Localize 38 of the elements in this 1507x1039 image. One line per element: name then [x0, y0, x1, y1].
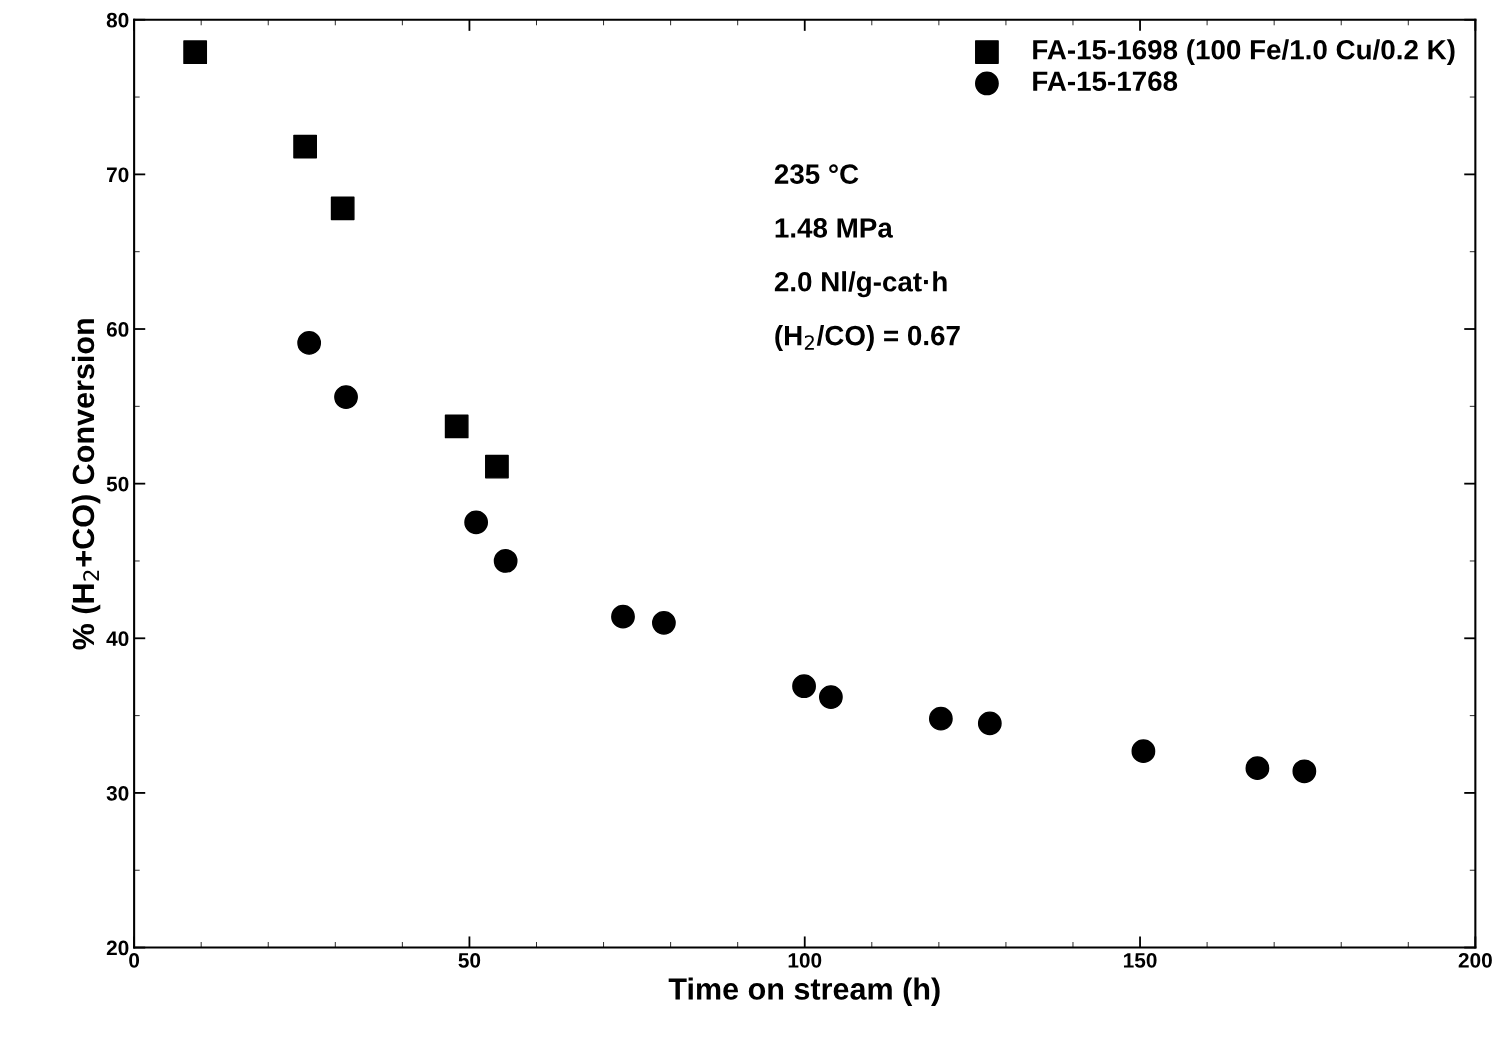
point — [330, 196, 355, 221]
point — [652, 610, 676, 635]
y-tick-label: 20 — [106, 940, 129, 956]
y-tick-label: 40 — [106, 631, 129, 647]
y-tick-label: 30 — [106, 785, 129, 801]
point — [928, 706, 953, 731]
x-tick-label: 200 — [1458, 952, 1492, 968]
annotation: (H$_{2}$/CO) = 0.67 — [775, 325, 960, 351]
point — [1292, 759, 1317, 784]
x-tick-label: 50 — [458, 952, 481, 968]
point — [334, 385, 358, 409]
y-tick-label: 50 — [106, 476, 129, 492]
y-tick-label: 80 — [106, 12, 129, 28]
point — [792, 674, 816, 699]
point — [493, 549, 518, 573]
point — [444, 414, 469, 439]
point — [183, 40, 208, 65]
annotation: 1.48 MPa — [775, 218, 893, 238]
y-axis-title: % (H$_{2}$+CO) Conversion — [71, 319, 101, 650]
legend-label: FA-15-1768 — [1033, 71, 1178, 92]
x-axis-title: Time on stream (h) — [668, 977, 940, 1006]
point — [977, 711, 1002, 736]
x-tick-label: 100 — [788, 952, 822, 968]
point — [1245, 756, 1270, 781]
legend-label: FA-15-1698 (100 Fe/1.0 Cu/0.2 K) — [1033, 39, 1455, 66]
point — [464, 510, 489, 535]
point — [293, 134, 318, 159]
point — [297, 331, 322, 355]
y-tick-label: 60 — [106, 322, 129, 337]
annotation: 235 °C — [774, 164, 859, 184]
x-tick-label: 0 — [129, 952, 140, 968]
y-tick-label: 70 — [106, 167, 129, 183]
annotation: 2.0 Nl/g-cat·h — [774, 271, 947, 298]
point — [1131, 739, 1156, 764]
point — [485, 454, 509, 479]
point — [818, 685, 843, 709]
x-tick-label: 150 — [1123, 952, 1157, 968]
point — [611, 604, 635, 629]
